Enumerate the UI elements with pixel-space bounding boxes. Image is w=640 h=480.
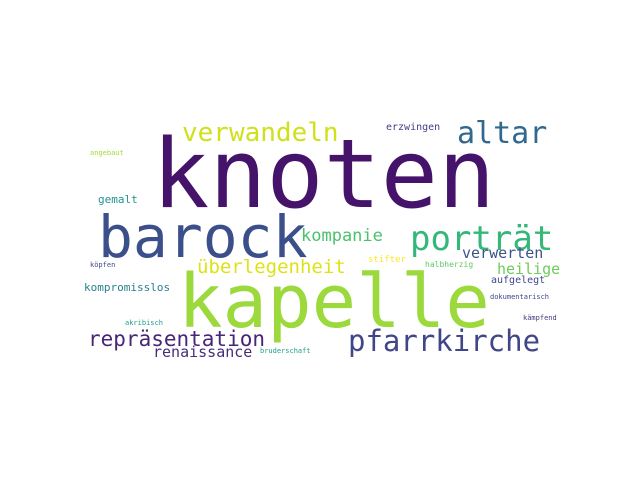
word-knoten: knoten — [152, 120, 496, 230]
word-kaempfend: kämpfend — [523, 314, 557, 322]
word-kompromisslos: kompromisslos — [84, 281, 171, 294]
word-dokumentarisch: dokumentarisch — [490, 293, 550, 301]
word-verwerten: verwerten — [462, 244, 544, 262]
word-bruderschaft: bruderschaft — [260, 347, 311, 355]
word-barock: barock — [98, 203, 308, 271]
word-erzwingen: erzwingen — [386, 122, 441, 133]
word-kompanie: kompanie — [301, 226, 383, 246]
word-koepfen: köpfen — [90, 261, 116, 269]
word-ueberlegenheit: überlegenheit — [197, 256, 346, 278]
word-heilige: heilige — [497, 260, 561, 278]
word-akribisch: akribisch — [125, 319, 163, 327]
word-halbherzig: halbherzig — [425, 260, 474, 269]
word-gemalt: gemalt — [98, 193, 138, 206]
word-angebaut: angebaut — [90, 149, 124, 157]
word-altar: altar — [457, 116, 548, 151]
word-pfarrkirche: pfarrkirche — [348, 324, 541, 358]
word-portraet: porträt — [410, 219, 554, 259]
word-kapelle: kapelle — [178, 259, 490, 345]
word-aufgelegt: aufgelegt — [491, 275, 546, 286]
word-verwandeln: verwandeln — [182, 118, 339, 148]
word-stifter: stifter — [368, 255, 406, 265]
word-renaissance: renaissance — [153, 343, 253, 361]
word-repraesentation: repräsentation — [88, 327, 266, 351]
